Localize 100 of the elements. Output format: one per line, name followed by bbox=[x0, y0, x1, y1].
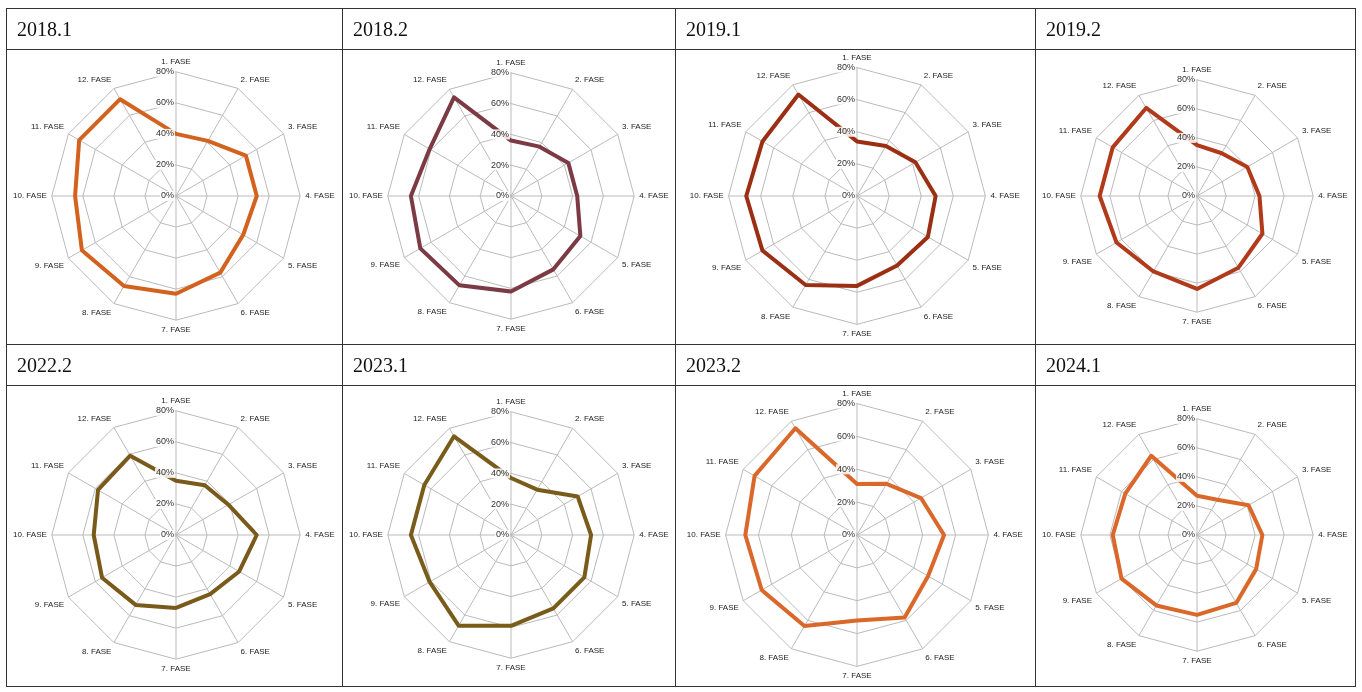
spoke-label: 7. FASE bbox=[496, 324, 526, 334]
y-tick-label: 20% bbox=[1176, 161, 1195, 172]
y-tick-label: 0% bbox=[160, 529, 174, 540]
spoke-label: 5. FASE bbox=[287, 260, 318, 270]
spoke-label: 8. FASE bbox=[82, 646, 112, 656]
y-tick-label: 20% bbox=[155, 498, 174, 509]
spoke-label: 12. FASE bbox=[77, 74, 112, 84]
spoke-label: 1. FASE bbox=[842, 389, 872, 398]
y-tick-label: 80% bbox=[836, 62, 855, 73]
spoke-label: 10. FASE bbox=[13, 191, 47, 201]
spoke-label: 10. FASE bbox=[689, 191, 724, 201]
y-tick-label: 60% bbox=[836, 430, 855, 441]
chart-title: 2022.2 bbox=[7, 345, 342, 386]
spoke-label: 9. FASE bbox=[34, 599, 65, 609]
y-tick-label: 0% bbox=[841, 190, 855, 201]
y-tick-label: 60% bbox=[155, 436, 174, 447]
spoke-label: 11. FASE bbox=[366, 461, 400, 471]
y-tick-label: 60% bbox=[1176, 442, 1195, 453]
spoke-label: 6. FASE bbox=[575, 307, 605, 317]
spoke-label: 10. FASE bbox=[349, 191, 383, 201]
y-tick-label: 20% bbox=[1176, 500, 1195, 511]
spoke-label: 11. FASE bbox=[708, 119, 742, 129]
y-tick-label: 0% bbox=[495, 529, 509, 540]
spoke-label: 5. FASE bbox=[622, 599, 652, 609]
spoke-label: 8. FASE bbox=[1107, 300, 1137, 310]
chart-title: 2019.1 bbox=[676, 9, 1035, 50]
y-tick-label: 0% bbox=[495, 190, 509, 201]
spoke-label: 6. FASE bbox=[923, 311, 954, 321]
spoke-label: 1. FASE bbox=[161, 57, 191, 67]
y-tick-label: 80% bbox=[836, 398, 855, 409]
spoke-label: 2. FASE bbox=[1257, 420, 1287, 430]
spoke-label: 2. FASE bbox=[925, 407, 955, 417]
spoke-label: 1. FASE bbox=[842, 53, 872, 62]
spoke-label: 12. FASE bbox=[755, 407, 789, 417]
spoke-label: 4. FASE bbox=[639, 530, 669, 540]
y-tick-label: 0% bbox=[1181, 190, 1195, 201]
spoke-label: 1. FASE bbox=[161, 396, 191, 406]
spoke-label: 5. FASE bbox=[1301, 256, 1332, 266]
y-tick-label: 20% bbox=[836, 158, 855, 169]
spoke-label: 6. FASE bbox=[925, 653, 955, 663]
spoke-label: 10. FASE bbox=[1042, 191, 1076, 201]
y-tick-label: 80% bbox=[490, 406, 509, 417]
spoke-label: 10. FASE bbox=[13, 530, 47, 540]
spoke-label: 1. FASE bbox=[496, 58, 526, 68]
spoke-label: 3. FASE bbox=[972, 119, 1002, 129]
spoke-label: 11. FASE bbox=[366, 122, 400, 132]
spoke-label: 11. FASE bbox=[705, 457, 739, 467]
spoke-label: 1. FASE bbox=[496, 397, 526, 407]
spoke-label: 5. FASE bbox=[287, 599, 318, 609]
spoke-label: 4. FASE bbox=[993, 530, 1023, 540]
spoke-label: 2. FASE bbox=[240, 413, 270, 423]
chart-title: 2019.2 bbox=[1036, 9, 1355, 50]
spoke-label: 10. FASE bbox=[686, 530, 721, 540]
spoke-label: 2. FASE bbox=[1257, 81, 1287, 91]
spoke-label: 11. FASE bbox=[30, 460, 65, 470]
spoke-label: 12. FASE bbox=[413, 414, 447, 424]
spoke-label: 5. FASE bbox=[975, 603, 1005, 613]
spoke-label: 3. FASE bbox=[622, 122, 652, 132]
spoke-label: 8. FASE bbox=[82, 307, 112, 317]
y-tick-label: 60% bbox=[490, 98, 509, 109]
spoke-label: 8. FASE bbox=[760, 311, 791, 321]
spoke-label: 4. FASE bbox=[639, 191, 669, 201]
y-tick-label: 40% bbox=[490, 467, 509, 478]
spoke-label: 3. FASE bbox=[622, 461, 652, 471]
spoke-label: 3. FASE bbox=[287, 460, 318, 470]
spoke-label: 7. FASE bbox=[1182, 317, 1212, 327]
chart-title: 2023.1 bbox=[343, 345, 675, 386]
spoke-label: 9. FASE bbox=[712, 262, 742, 272]
chart-title: 2018.1 bbox=[7, 9, 342, 50]
spoke-label: 6. FASE bbox=[575, 646, 605, 656]
y-tick-label: 60% bbox=[1176, 103, 1195, 114]
spoke-label: 8. FASE bbox=[1107, 639, 1137, 649]
y-tick-label: 20% bbox=[155, 159, 174, 170]
chart-title: 2024.1 bbox=[1036, 345, 1355, 386]
y-tick-label: 80% bbox=[155, 66, 174, 77]
spoke-label: 4. FASE bbox=[1318, 191, 1348, 201]
y-tick-label: 40% bbox=[490, 128, 509, 139]
spoke-label: 9. FASE bbox=[34, 260, 65, 270]
spoke-label: 6. FASE bbox=[240, 307, 270, 317]
spoke-label: 6. FASE bbox=[1257, 639, 1287, 649]
spoke-label: 9. FASE bbox=[709, 603, 739, 613]
y-tick-label: 80% bbox=[1176, 413, 1195, 424]
y-tick-label: 40% bbox=[155, 467, 174, 478]
spoke-label: 3. FASE bbox=[1301, 125, 1332, 135]
spoke-label: 3. FASE bbox=[975, 457, 1005, 467]
spoke-label: 12. FASE bbox=[1102, 81, 1137, 91]
y-tick-label: 0% bbox=[160, 190, 174, 201]
y-tick-label: 20% bbox=[836, 496, 855, 507]
spoke-label: 9. FASE bbox=[1062, 595, 1093, 605]
spoke-label: 2. FASE bbox=[575, 414, 605, 424]
spoke-label: 3. FASE bbox=[1301, 464, 1332, 474]
spoke-label: 12. FASE bbox=[756, 70, 791, 80]
y-tick-label: 40% bbox=[836, 126, 855, 137]
chart-title: 2023.2 bbox=[676, 345, 1035, 386]
spoke-label: 8. FASE bbox=[759, 653, 789, 663]
y-tick-label: 80% bbox=[155, 405, 174, 416]
spoke-label: 5. FASE bbox=[1301, 595, 1332, 605]
spoke-label: 7. FASE bbox=[161, 664, 191, 674]
spoke-label: 6. FASE bbox=[1257, 300, 1287, 310]
spoke-label: 2. FASE bbox=[240, 74, 270, 84]
